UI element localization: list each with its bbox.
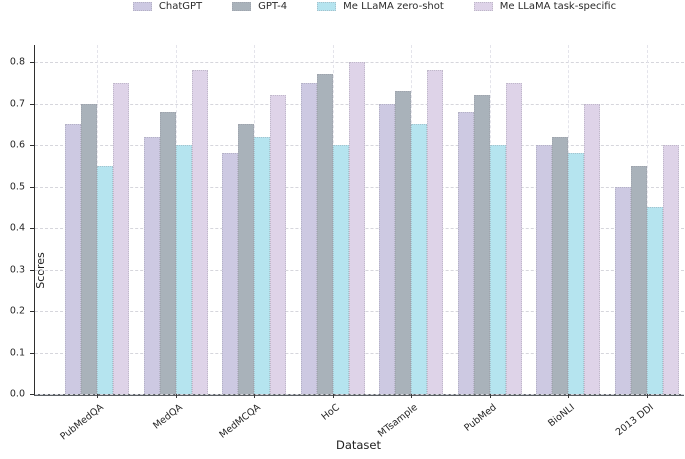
bar-me-llama-zero-shot (411, 124, 427, 394)
y-tick-mark (30, 352, 34, 354)
y-tick-label: 0.0 (9, 388, 25, 400)
bar-chatgpt (65, 124, 81, 394)
x-tick-label: MedMCQA (217, 402, 263, 441)
x-tick-mark (175, 394, 177, 398)
x-tick-mark (332, 394, 334, 398)
x-tick-mark (97, 394, 98, 398)
legend-label: Me LLaMA task-specific (499, 1, 617, 12)
y-tick-label: 0.5 (9, 181, 25, 192)
bar-gpt-4 (630, 165, 647, 394)
bar-group (614, 45, 679, 394)
x-tick-label: MedQA (150, 402, 185, 432)
bar-me-llama-task-specific (348, 62, 365, 394)
bar-group (65, 45, 129, 394)
legend-swatch-chatgpt (132, 2, 152, 11)
bar-group (222, 45, 286, 394)
y-tick-label: 0.2 (9, 305, 25, 317)
y-tick-label: 0.7 (9, 98, 25, 109)
bar-me-llama-zero-shot (646, 207, 663, 394)
bar-me-llama-task-specific (191, 70, 208, 394)
x-tick-label: BioNLI (546, 402, 577, 430)
bar-gpt-4 (238, 124, 254, 394)
bar-me-llama-task-specific (270, 95, 286, 394)
bar-chatgpt (614, 186, 631, 394)
bar-group (143, 45, 208, 394)
x-axis-label: Dataset (335, 438, 382, 452)
bar-me-llama-task-specific (113, 82, 129, 394)
bar-chatgpt (300, 82, 317, 394)
y-tick-mark (30, 186, 34, 188)
x-tick-label: 2013 DDI (613, 402, 656, 439)
legend-item: Me LLaMA task-specific (473, 1, 617, 12)
bar-chatgpt (536, 145, 552, 394)
y-tick-label: 0.1 (9, 347, 25, 358)
y-tick-mark (30, 103, 34, 105)
y-tick-mark (30, 145, 34, 146)
legend-swatch-gpt-4 (232, 2, 252, 11)
legend-item: Me LLaMA zero-shot (317, 1, 444, 12)
legend-item: GPT-4 (232, 1, 287, 12)
x-tick-label: MTsample (375, 402, 420, 440)
bar-group (379, 45, 443, 394)
x-tick-mark (646, 394, 648, 398)
bar-me-llama-zero-shot (175, 145, 192, 394)
bar-me-llama-task-specific (584, 103, 600, 394)
bar-chatgpt (222, 153, 238, 394)
bar-me-llama-task-specific (427, 70, 443, 394)
bar-group (457, 45, 522, 394)
bar-group (300, 45, 365, 394)
legend-label: ChatGPT (158, 1, 203, 12)
x-tick-label: PubMed (461, 402, 499, 434)
x-tick-mark (489, 394, 491, 398)
bar-group (536, 45, 600, 394)
gridline-horizontal (35, 394, 684, 395)
bar-gpt-4 (395, 91, 411, 394)
legend-label: Me LLaMA zero-shot (343, 1, 444, 12)
legend-swatch-me-llama-task-specific (473, 2, 493, 11)
y-tick-mark (30, 269, 34, 271)
legend-item: ChatGPT (132, 1, 203, 12)
bar-gpt-4 (473, 95, 490, 394)
bar-gpt-4 (81, 103, 97, 394)
legend-swatch-me-llama-zero-shot (317, 2, 337, 11)
bar-gpt-4 (159, 111, 176, 394)
bar-gpt-4 (316, 74, 333, 394)
y-tick-mark (30, 311, 34, 312)
bar-me-llama-zero-shot (489, 145, 506, 394)
bar-chatgpt (143, 136, 160, 394)
x-tick-label: PubMedQA (58, 402, 106, 443)
bar-me-llama-zero-shot (568, 153, 584, 394)
y-axis-label: Scores (33, 252, 47, 289)
x-tick-mark (254, 394, 255, 398)
plot-area: Scores 0.0 0.1 0.2 0.3 0.4 0.5 0.6 0.7 0.8 PubMed… (10, 45, 684, 442)
bar-gpt-4 (552, 136, 568, 394)
y-tick-mark (30, 62, 34, 63)
y-tick-label: 0.6 (9, 139, 25, 151)
bar-me-llama-task-specific (662, 145, 679, 394)
chart-legend: ChatGPT GPT-4 Me LLaMA zero-shot Me LLaMA t… (32, 1, 685, 12)
y-tick-label: 0.3 (9, 264, 25, 275)
y-tick-label: 0.4 (9, 222, 25, 234)
y-tick-mark (30, 228, 34, 229)
y-tick-label: 0.8 (9, 56, 25, 68)
x-tick-mark (568, 394, 569, 398)
bar-me-llama-task-specific (505, 82, 522, 394)
bar-chatgpt (457, 111, 474, 394)
bar-me-llama-zero-shot (332, 145, 349, 394)
bar-me-llama-zero-shot (254, 136, 270, 394)
x-tick-mark (411, 394, 412, 398)
legend-label: GPT-4 (258, 1, 288, 12)
y-tick-mark (30, 394, 34, 395)
x-tick-label: HoC (319, 402, 342, 423)
bar-me-llama-zero-shot (97, 165, 113, 394)
bar-chatgpt (379, 103, 395, 394)
